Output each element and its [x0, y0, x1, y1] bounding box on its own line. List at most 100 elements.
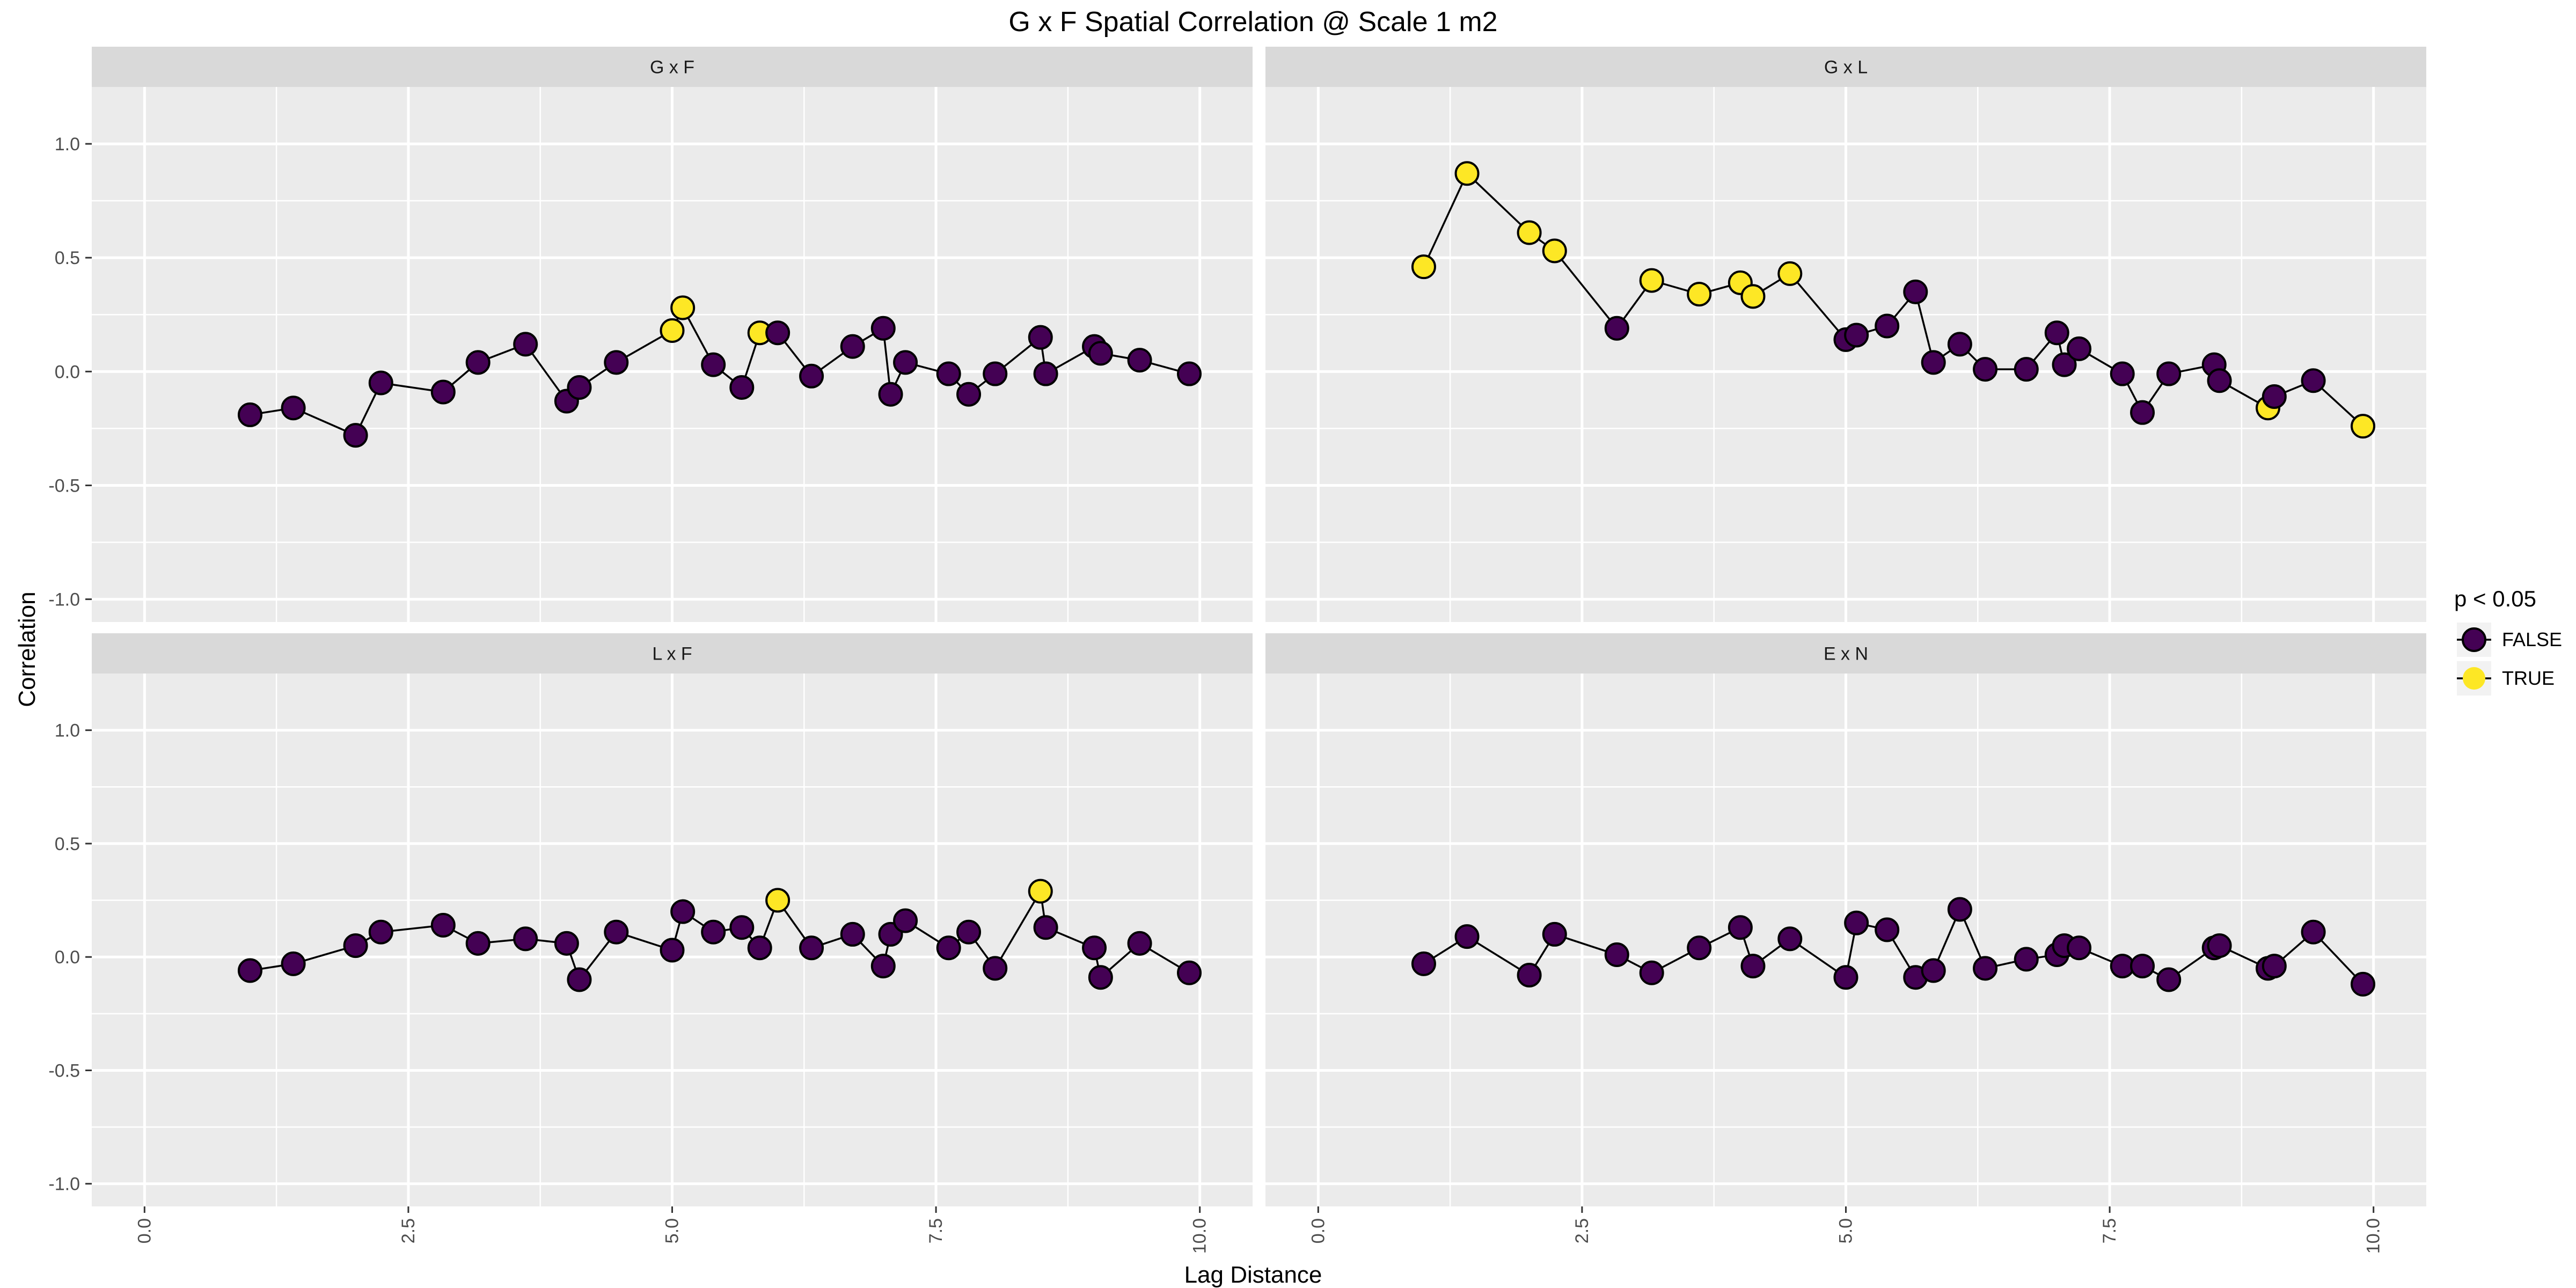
- data-point: [660, 938, 685, 963]
- data-point: [513, 926, 538, 952]
- x-tick-label: 2.5: [1572, 1218, 1592, 1243]
- data-point: [604, 350, 629, 375]
- data-point: [343, 423, 368, 448]
- data-point-significant: [1542, 238, 1567, 264]
- data-point: [2262, 384, 2287, 409]
- data-point: [281, 951, 306, 976]
- data-point-significant: [660, 318, 685, 343]
- data-point: [747, 935, 772, 961]
- data-point-significant: [1777, 261, 1803, 286]
- data-point: [2067, 336, 2092, 361]
- data-point: [2052, 352, 2077, 377]
- data-point-significant: [670, 295, 696, 320]
- data-point: [1947, 897, 1972, 922]
- data-point: [729, 375, 755, 400]
- y-tick-label: -0.5: [48, 1060, 80, 1081]
- data-point: [1973, 357, 1998, 382]
- panel-g-x-f: G x F -1.0 -0.5 0.0 0.5 1.0: [48, 47, 1253, 622]
- x-tick-label: 5.0: [1836, 1218, 1856, 1243]
- data-point: [430, 379, 456, 405]
- data-point: [1454, 924, 1480, 949]
- data-point: [368, 370, 393, 396]
- y-tick-label: 0.5: [55, 834, 80, 854]
- data-point: [567, 375, 592, 400]
- x-tick-label: 0.0: [1308, 1218, 1328, 1243]
- chart-title: G x F Spatial Correlation @ Scale 1 m2: [1008, 6, 1497, 38]
- data-point: [870, 954, 896, 979]
- data-point: [2014, 357, 2039, 382]
- data-point: [983, 361, 1008, 386]
- data-point: [237, 958, 262, 983]
- data-point: [1127, 348, 1152, 373]
- panel-l-x-f: L x F -1.0 -0.5 0.0 0.5 1.0 0.0 2.5 5.0 7.5 10.0: [48, 633, 1253, 1254]
- data-point: [2351, 971, 2376, 997]
- data-point: [701, 919, 726, 945]
- data-point: [430, 913, 456, 938]
- data-point: [1728, 915, 1753, 940]
- legend-label-false: FALSE: [2502, 628, 2562, 650]
- data-point: [893, 908, 918, 933]
- data-point: [2156, 361, 2182, 386]
- y-tick-label: -1.0: [48, 1174, 80, 1195]
- legend-title: p < 0.05: [2454, 586, 2536, 611]
- data-point: [2156, 967, 2182, 992]
- panel-strip-l-x-f: [92, 633, 1253, 674]
- facet-panels: G x F -1.0 -0.5 0.0 0.5 1.0 G x L L x F -1.0 -0.5…: [48, 47, 2426, 1254]
- data-point-significant: [2351, 414, 2376, 439]
- data-point: [2130, 400, 2155, 425]
- x-tick-label: 10.0: [1190, 1218, 1210, 1254]
- data-point: [1921, 350, 1946, 375]
- data-point: [840, 334, 865, 359]
- data-point: [567, 967, 592, 992]
- data-point: [237, 402, 262, 427]
- data-point: [368, 919, 393, 945]
- data-point: [936, 935, 961, 961]
- data-point: [1777, 926, 1803, 952]
- data-point-significant: [1454, 161, 1480, 186]
- data-point: [2207, 933, 2232, 958]
- data-point: [729, 915, 755, 940]
- legend-key-point-true: [2463, 667, 2485, 690]
- data-point-significant: [1687, 282, 1712, 307]
- data-point: [1411, 951, 1436, 976]
- x-tick-label: 7.5: [926, 1218, 946, 1243]
- data-point-significant: [1411, 254, 1436, 280]
- x-axis-label: Lag Distance: [1184, 1262, 1322, 1288]
- data-point: [343, 933, 368, 958]
- y-tick-label: 1.0: [55, 134, 80, 155]
- data-point: [1028, 325, 1053, 350]
- data-point: [670, 899, 696, 924]
- legend: p < 0.05 FALSE TRUE: [2454, 586, 2562, 696]
- data-point: [956, 382, 982, 407]
- data-point: [870, 316, 896, 341]
- data-point: [893, 350, 918, 375]
- data-point: [765, 320, 791, 346]
- y-tick-label: -1.0: [48, 590, 80, 610]
- legend-key-point-false: [2462, 627, 2486, 652]
- data-point: [1082, 935, 1107, 961]
- data-point-significant: [1639, 268, 1664, 293]
- data-point: [1875, 313, 1900, 339]
- data-point: [1088, 341, 1113, 366]
- data-point: [983, 956, 1008, 981]
- y-tick-label: 0.0: [55, 362, 80, 382]
- data-point: [2301, 919, 2326, 945]
- data-point: [1947, 332, 1972, 357]
- data-point: [465, 350, 491, 375]
- x-tick-label: 7.5: [2099, 1218, 2120, 1243]
- data-point: [1875, 917, 1900, 942]
- data-point: [2301, 368, 2326, 393]
- data-point: [1687, 935, 1712, 961]
- data-point: [1639, 960, 1664, 985]
- data-point: [1844, 323, 1869, 348]
- data-point: [1517, 962, 1542, 987]
- panel-strip-g-x-l: [1265, 47, 2426, 87]
- legend-label-true: TRUE: [2502, 667, 2555, 689]
- data-point: [281, 396, 306, 421]
- panel-strip-g-x-f: [92, 47, 1253, 87]
- panel-strip-label-l-x-f: L x F: [652, 644, 692, 664]
- data-point: [1921, 958, 1946, 983]
- data-point: [1844, 910, 1869, 935]
- data-point: [1973, 956, 1998, 981]
- data-point: [701, 352, 726, 377]
